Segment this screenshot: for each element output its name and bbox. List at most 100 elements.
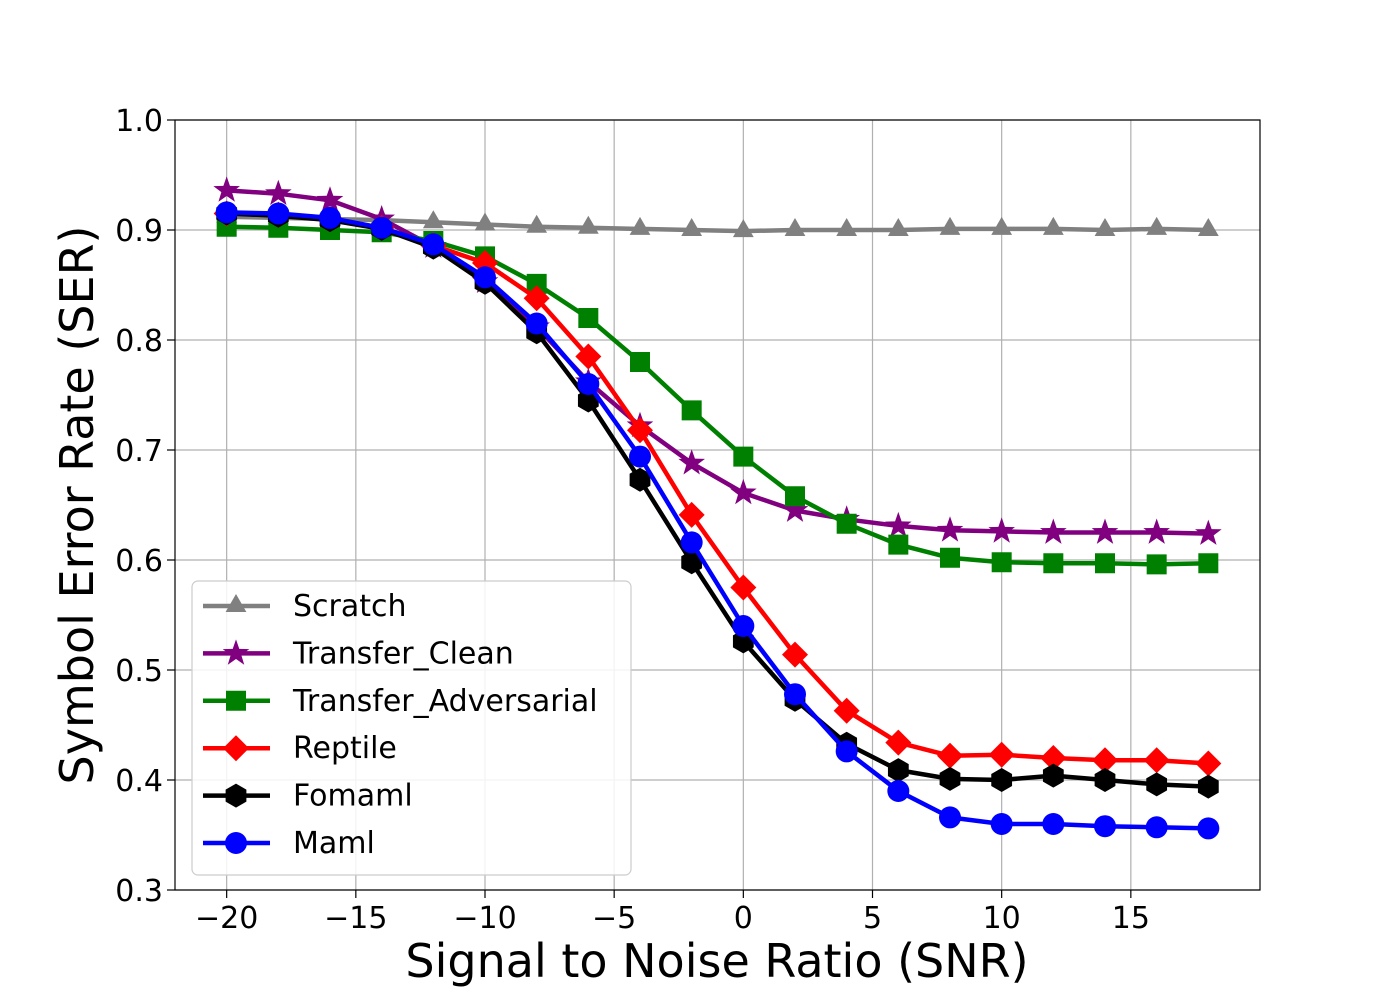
data-point-maml — [732, 615, 755, 637]
data-point-maml — [680, 531, 703, 554]
data-point-maml — [629, 445, 651, 468]
data-point-scratch — [1146, 216, 1168, 235]
data-point-maml — [319, 206, 341, 229]
data-point-transfer-clean — [1091, 518, 1119, 544]
data-point-transfer-adversarial — [1146, 554, 1167, 575]
data-point-transfer-clean — [988, 517, 1015, 543]
legend: Scratch Transfer_Clean Transfer_Adversaria… — [191, 580, 632, 876]
data-point-maml — [525, 312, 548, 335]
data-point-scratch — [836, 218, 858, 236]
data-point-scratch — [939, 216, 961, 235]
legend-label-transfer-clean: Transfer_Clean — [292, 636, 514, 671]
data-point-fomaml — [939, 766, 961, 791]
data-point-scratch — [422, 210, 444, 229]
data-point-scratch — [681, 218, 703, 236]
data-point-transfer-adversarial — [836, 513, 857, 534]
data-point-scratch — [629, 216, 651, 235]
x-tick-label: −10 — [453, 901, 516, 936]
data-point-transfer-clean — [885, 511, 912, 538]
data-point-transfer-adversarial — [526, 273, 547, 294]
legend-marker-reptile — [223, 735, 249, 762]
data-point-scratch — [991, 216, 1013, 235]
data-point-reptile — [988, 741, 1015, 768]
legend-label-fomaml: Fomaml — [293, 779, 413, 814]
data-point-transfer-adversarial — [1043, 553, 1064, 574]
ticks: −20 −15 −10 −5 0 5 10 15 0.3 0.4 0.5 0.6 0.7 0.8 0.9 1.… — [115, 104, 1150, 936]
data-point-transfer-adversarial — [578, 308, 599, 328]
data-point-transfer-adversarial — [940, 547, 960, 568]
data-point-maml — [370, 216, 393, 239]
data-point-transfer-adversarial — [1095, 553, 1115, 574]
data-point-scratch — [732, 219, 754, 238]
data-point-maml — [1094, 815, 1116, 838]
data-point-transfer-clean — [265, 179, 292, 206]
legend-marker-maml — [225, 832, 247, 854]
data-point-maml — [1042, 813, 1065, 835]
plot-frame — [174, 119, 1261, 891]
data-point-reptile — [885, 729, 912, 756]
legend-label-maml: Maml — [293, 826, 375, 861]
data-point-reptile — [730, 574, 757, 601]
data-point-scratch — [784, 218, 806, 236]
legend-marker-transfer-adversarial — [226, 690, 246, 711]
data-point-scratch — [1042, 216, 1064, 235]
data-point-fomaml — [1197, 774, 1219, 799]
data-point-transfer-clean — [316, 186, 344, 212]
data-point-reptile — [1092, 747, 1118, 774]
data-point-maml — [474, 266, 496, 289]
data-point-transfer-clean — [1040, 518, 1067, 544]
data-point-transfer-adversarial — [681, 400, 702, 421]
data-point-maml — [422, 233, 445, 256]
y-axis-label: Symbol Error Rate (SER) — [50, 226, 104, 785]
data-point-scratch — [526, 214, 548, 233]
data-point-reptile — [575, 343, 602, 370]
data-point-reptile — [937, 742, 963, 769]
legend-box — [191, 580, 632, 876]
series-group — [213, 176, 1222, 840]
data-point-fomaml — [1094, 768, 1116, 792]
data-point-maml — [835, 740, 858, 763]
data-point-scratch — [1094, 218, 1116, 236]
x-tick-label: 5 — [863, 901, 882, 936]
x-axis-label: Signal to Noise Ratio (SNR) — [405, 934, 1028, 988]
y-tick-label: 0.3 — [115, 874, 163, 909]
legend-label-reptile: Reptile — [293, 731, 397, 766]
data-point-transfer-adversarial — [785, 486, 805, 507]
data-point-reptile — [1040, 745, 1067, 771]
data-point-maml — [1197, 817, 1220, 840]
data-point-scratch — [577, 215, 599, 234]
legend-marker-fomaml — [225, 783, 247, 808]
x-tick-label: 0 — [734, 901, 753, 936]
x-tick-label: −20 — [195, 901, 258, 936]
data-point-reptile — [782, 641, 808, 668]
series-line-scratch — [226, 214, 1209, 234]
data-point-scratch — [1197, 218, 1219, 236]
x-tick-label: −15 — [324, 901, 387, 936]
data-point-maml — [990, 813, 1013, 835]
data-point-maml — [887, 780, 910, 802]
data-point-fomaml — [991, 768, 1013, 792]
legend-label-scratch: Scratch — [293, 589, 407, 624]
y-tick-label: 0.7 — [115, 434, 163, 469]
y-tick-label: 1.0 — [115, 104, 163, 139]
data-point-fomaml — [1146, 772, 1168, 797]
data-point-reptile — [833, 697, 860, 724]
data-point-fomaml — [629, 467, 651, 492]
legend-label-transfer-adversarial: Transfer_Adversarial — [292, 684, 598, 719]
y-tick-label: 0.8 — [115, 324, 163, 359]
data-point-transfer-adversarial — [733, 446, 754, 467]
data-point-transfer-adversarial — [888, 534, 909, 555]
data-point-transfer-clean — [213, 176, 240, 202]
data-point-reptile — [627, 417, 653, 444]
data-point-fomaml — [887, 758, 909, 783]
data-point-transfer-adversarial — [630, 352, 650, 372]
y-tick-label: 0.6 — [115, 544, 163, 579]
data-point-transfer-clean — [730, 478, 757, 505]
data-point-reptile — [1143, 747, 1170, 774]
data-point-scratch — [887, 218, 909, 236]
data-point-reptile — [523, 285, 550, 312]
data-point-maml — [939, 806, 961, 829]
data-point-maml — [784, 683, 806, 706]
data-point-maml — [577, 373, 600, 395]
